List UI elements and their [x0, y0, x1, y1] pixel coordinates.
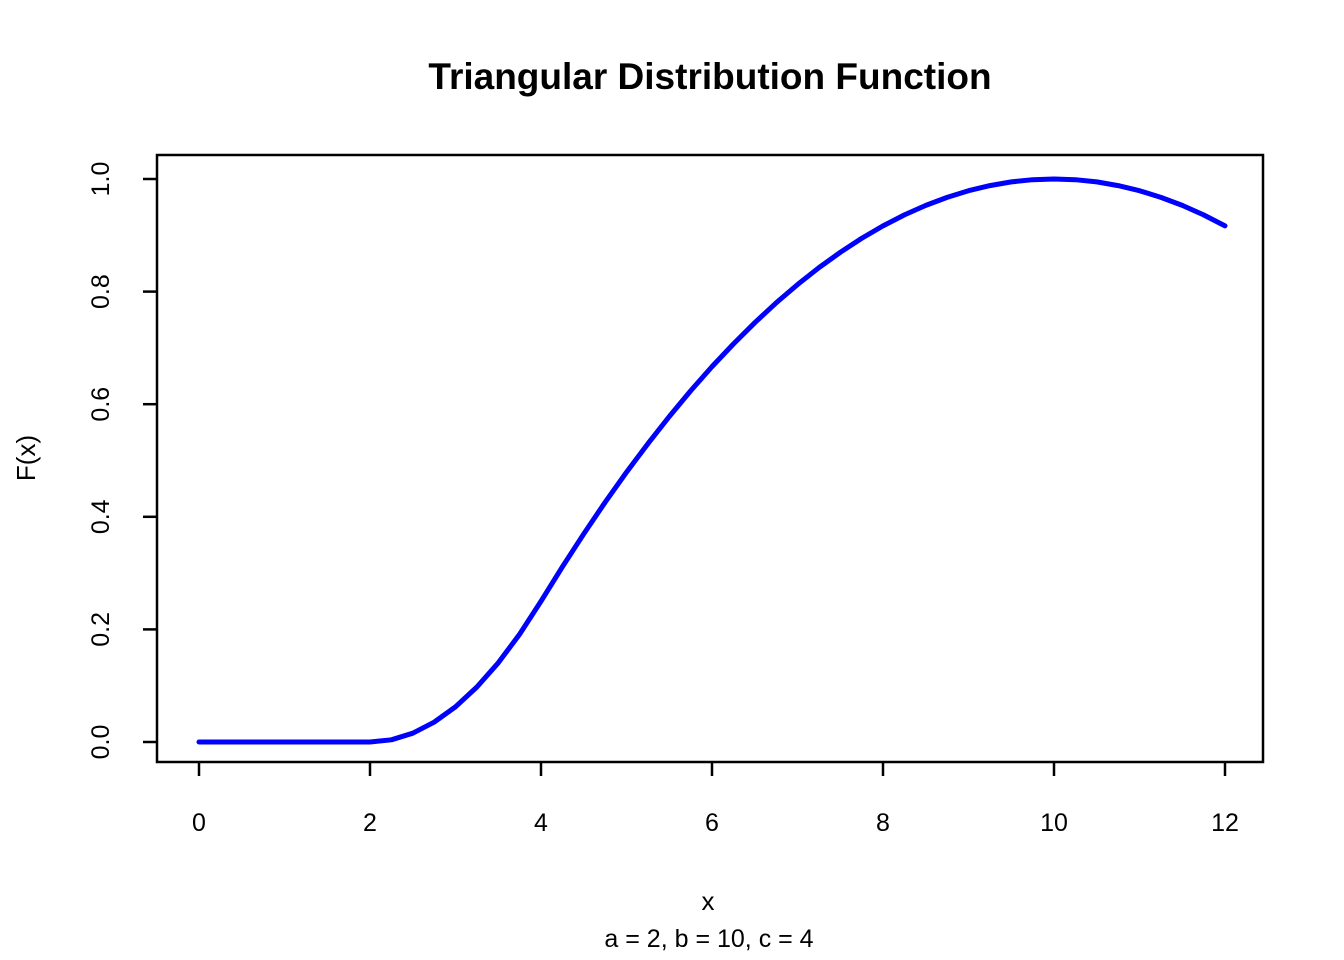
y-tick-label: 0.6: [87, 387, 115, 422]
x-axis-label: x: [702, 886, 715, 916]
x-tick-label: 12: [1211, 809, 1239, 837]
x-tick-label: 4: [534, 809, 548, 837]
plot-box: [155, 153, 1265, 764]
curve-layer: [196, 176, 1228, 745]
y-tick-label: 0.2: [87, 612, 115, 647]
x-tick-label: 10: [1040, 809, 1068, 837]
x-tick-label: 2: [363, 809, 377, 837]
chart-subtitle: a = 2, b = 10, c = 4: [604, 925, 813, 953]
x-axis: 0 2 4 6 8 10 12: [192, 762, 1239, 837]
x-tick-label: 0: [192, 809, 206, 837]
chart-title: Triangular Distribution Function: [428, 56, 991, 97]
y-axis: 0.0 0.2 0.4 0.6 0.8 1.0: [87, 162, 157, 760]
distribution-curve: [196, 176, 1228, 745]
y-tick-label: 0.8: [87, 274, 115, 309]
x-tick-label: 6: [705, 809, 719, 837]
y-tick-label: 0.4: [87, 499, 115, 534]
y-axis-label: F(x): [11, 435, 41, 481]
x-tick-label: 8: [876, 809, 890, 837]
y-tick-label: 1.0: [87, 162, 115, 197]
y-tick-label: 0.0: [87, 725, 115, 760]
